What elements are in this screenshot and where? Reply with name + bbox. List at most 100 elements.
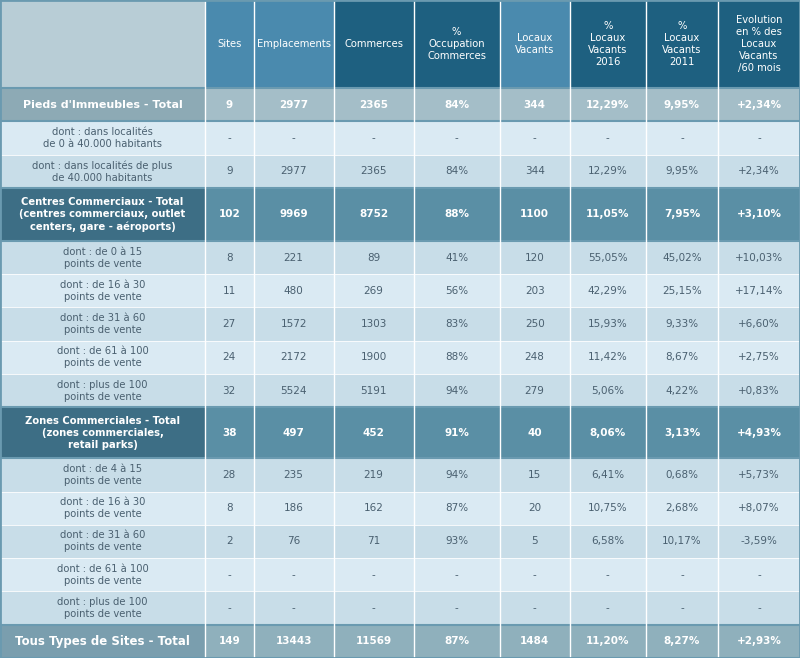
Text: +10,03%: +10,03% [735,253,783,263]
Bar [334,492,414,525]
Text: dont : de 61 à 100
points de vente: dont : de 61 à 100 points de vente [57,564,148,586]
Bar [570,155,646,188]
Text: -: - [292,133,295,143]
Text: 11,20%: 11,20% [586,636,630,646]
Bar [205,122,254,155]
Bar [570,241,646,274]
Bar [570,88,646,122]
Text: 94%: 94% [445,386,468,395]
Bar [499,592,570,624]
Text: +2,34%: +2,34% [737,100,782,110]
Bar [499,122,570,155]
Text: 24: 24 [222,353,236,363]
Bar [570,0,646,88]
Bar [205,0,254,88]
Bar [499,525,570,558]
Bar [718,274,800,307]
Text: 9: 9 [226,100,233,110]
Text: 2172: 2172 [281,353,307,363]
Text: 87%: 87% [444,636,469,646]
Text: 1484: 1484 [520,636,550,646]
Text: dont : de 16 à 30
points de vente: dont : de 16 à 30 points de vente [60,280,145,302]
Bar [499,155,570,188]
Bar [499,407,570,458]
Text: 250: 250 [525,319,545,329]
Bar [718,374,800,407]
Text: 10,17%: 10,17% [662,536,702,547]
Bar [0,274,205,307]
Text: 15: 15 [528,470,542,480]
Bar [570,558,646,592]
Text: 8,67%: 8,67% [666,353,698,363]
Text: 162: 162 [364,503,383,513]
Bar [254,88,334,122]
Text: 8: 8 [226,503,233,513]
Bar [334,307,414,341]
Bar [646,241,718,274]
Text: 13443: 13443 [275,636,312,646]
Text: Evolution
en % des
Locaux
Vacants
/60 mois: Evolution en % des Locaux Vacants /60 mo… [736,15,782,73]
Bar [570,122,646,155]
Bar [414,592,499,624]
Text: 12,29%: 12,29% [586,100,630,110]
Text: 497: 497 [282,428,305,438]
Text: dont : plus de 100
points de vente: dont : plus de 100 points de vente [57,380,148,401]
Text: Pieds d'Immeubles - Total: Pieds d'Immeubles - Total [22,100,182,110]
Text: -: - [227,570,231,580]
Text: -: - [606,603,610,613]
Text: 344: 344 [525,166,545,176]
Text: 71: 71 [367,536,380,547]
Text: 11,42%: 11,42% [588,353,628,363]
Text: 248: 248 [525,353,545,363]
Text: %
Occupation
Commerces: % Occupation Commerces [427,27,486,61]
Bar [334,341,414,374]
Text: dont : de 4 à 15
points de vente: dont : de 4 à 15 points de vente [63,464,142,486]
Text: 32: 32 [222,386,236,395]
Text: %
Locaux
Vacants
2016: % Locaux Vacants 2016 [588,21,627,67]
Bar [334,374,414,407]
Bar [718,492,800,525]
Text: -: - [757,603,761,613]
Bar [570,525,646,558]
Text: 480: 480 [284,286,303,296]
Text: 11: 11 [222,286,236,296]
Text: -: - [454,570,458,580]
Text: +2,75%: +2,75% [738,353,780,363]
Text: 9,95%: 9,95% [664,100,700,110]
Bar [254,558,334,592]
Bar [414,558,499,592]
Text: 2977: 2977 [279,100,308,110]
Text: 203: 203 [525,286,545,296]
Text: +2,34%: +2,34% [738,166,780,176]
Bar [0,122,205,155]
Bar [646,188,718,241]
Bar [205,188,254,241]
Bar [0,88,205,122]
Bar [334,525,414,558]
Bar [414,155,499,188]
Bar [254,624,334,658]
Text: 5524: 5524 [281,386,307,395]
Text: 452: 452 [362,428,385,438]
Text: 11,05%: 11,05% [586,209,630,219]
Text: 40: 40 [527,428,542,438]
Bar [0,458,205,492]
Text: +3,10%: +3,10% [737,209,782,219]
Bar [646,558,718,592]
Text: +5,73%: +5,73% [738,470,780,480]
Bar [254,592,334,624]
Bar [718,407,800,458]
Bar [718,341,800,374]
Bar [205,341,254,374]
Text: -: - [292,603,295,613]
Bar [570,374,646,407]
Text: 1303: 1303 [361,319,387,329]
Text: 279: 279 [525,386,545,395]
Text: 1900: 1900 [361,353,386,363]
Text: 55,05%: 55,05% [588,253,628,263]
Text: -: - [372,570,375,580]
Text: 5: 5 [531,536,538,547]
Bar [254,525,334,558]
Bar [205,592,254,624]
Bar [254,492,334,525]
